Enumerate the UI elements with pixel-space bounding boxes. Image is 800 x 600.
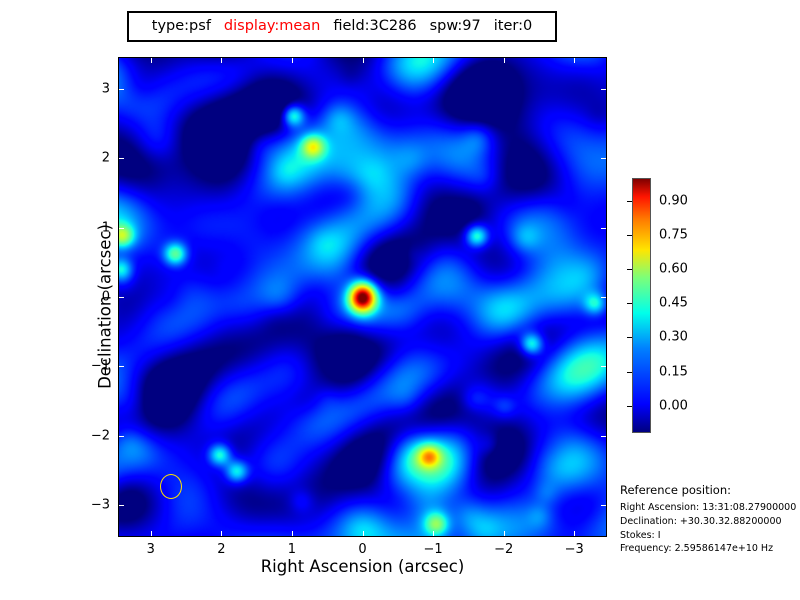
colorbar-tick-mark xyxy=(627,200,632,202)
x-tick-label: 1 xyxy=(287,542,297,557)
x-tick-mark xyxy=(221,531,223,536)
y-tick-mark xyxy=(119,504,124,506)
colorbar-tick-mark xyxy=(627,337,632,339)
colorbar-tick-label: 0.90 xyxy=(659,193,688,209)
x-tick-mark-top xyxy=(150,58,152,63)
x-tick-mark-top xyxy=(291,58,293,63)
restoring-beam-ellipse xyxy=(159,474,182,500)
colorbar-tick-mark xyxy=(627,405,632,407)
y-tick-mark xyxy=(119,366,124,368)
colorbar-tick-label: 0.15 xyxy=(659,364,688,380)
frequency-value: Frequency: 2.59586147e+10 Hz xyxy=(620,543,774,555)
y-tick-mark xyxy=(119,227,124,229)
y-tick-label: 3 xyxy=(101,81,110,97)
colorbar-tick-mark xyxy=(627,371,632,373)
x-tick-mark xyxy=(150,531,152,536)
colorbar-tick-label: 0.60 xyxy=(659,261,688,277)
y-tick-mark-right xyxy=(601,297,606,298)
y-tick-mark xyxy=(119,158,124,160)
colorbar-tick-mark xyxy=(627,234,632,236)
x-tick-mark-top xyxy=(574,58,576,63)
x-tick-mark-top xyxy=(433,58,435,63)
colorbar-tick-label: 0.00 xyxy=(659,398,688,414)
psf-image-panel[interactable] xyxy=(118,57,607,537)
x-tick-label: 0 xyxy=(358,542,367,557)
header-item-3: spw:97 xyxy=(429,18,481,35)
y-tick-label: −1 xyxy=(90,358,110,374)
header-item-0: type:psf xyxy=(151,18,211,35)
y-tick-mark xyxy=(119,297,124,298)
header-item-1: display:mean xyxy=(223,18,321,35)
x-tick-mark xyxy=(503,531,505,536)
x-tick-label: −1 xyxy=(423,542,443,557)
reference-position-block: Reference position: Right Ascension: 13:… xyxy=(620,483,800,556)
image-info-header: type:psf display:mean field:3C286 spw:97 ite… xyxy=(127,11,557,42)
right-ascension-value: Right Ascension: 13:31:08.27900000 xyxy=(620,502,797,513)
x-tick-mark-top xyxy=(221,58,223,63)
header-item-2: field:3C286 xyxy=(333,18,417,35)
x-tick-mark-top xyxy=(362,58,364,63)
x-axis-label: Right Ascension (arcsec) xyxy=(260,557,465,576)
y-tick-mark-right xyxy=(601,435,606,437)
colorbar-tick-label: 0.30 xyxy=(659,329,688,345)
colorbar-tick-label: 0.75 xyxy=(659,227,688,243)
stokes-value: Stokes: I xyxy=(620,529,661,541)
y-tick-label: 1 xyxy=(101,220,110,236)
y-tick-mark-right xyxy=(601,89,606,91)
x-tick-mark xyxy=(433,531,435,536)
y-tick-label: −2 xyxy=(90,428,110,444)
y-tick-mark xyxy=(119,435,124,437)
reference-position-title: Reference position: xyxy=(620,483,731,497)
y-tick-label: 2 xyxy=(101,150,110,166)
x-tick-mark xyxy=(574,531,576,536)
x-tick-mark xyxy=(362,531,364,536)
psf-heatmap-canvas[interactable] xyxy=(119,58,606,536)
colorbar-tick-mark xyxy=(627,303,632,305)
y-tick-mark xyxy=(119,89,124,91)
x-tick-label: −3 xyxy=(564,542,584,557)
x-tick-mark-top xyxy=(503,58,505,63)
y-tick-label: 0 xyxy=(101,289,110,305)
x-tick-label: 2 xyxy=(217,542,226,557)
y-tick-mark-right xyxy=(601,158,606,160)
y-tick-label: −3 xyxy=(90,497,110,513)
y-tick-mark-right xyxy=(601,504,606,506)
colorbar-gradient xyxy=(632,178,651,433)
x-tick-label: −2 xyxy=(494,542,514,557)
colorbar[interactable]: 0.90 0.75 0.60 0.45 0.30 0.15 0.00 xyxy=(627,178,688,433)
declination-value: Declination: +30.30.32.88200000 xyxy=(620,515,782,527)
x-tick-label: 3 xyxy=(146,542,155,557)
colorbar-tick-mark xyxy=(627,269,632,271)
y-tick-mark-right xyxy=(601,366,606,368)
y-axis-label: Declination (arcsec) xyxy=(95,224,115,389)
y-tick-mark-right xyxy=(601,227,606,229)
x-tick-mark xyxy=(291,531,293,536)
header-item-4: iter:0 xyxy=(493,18,533,35)
colorbar-tick-label: 0.45 xyxy=(659,295,688,311)
